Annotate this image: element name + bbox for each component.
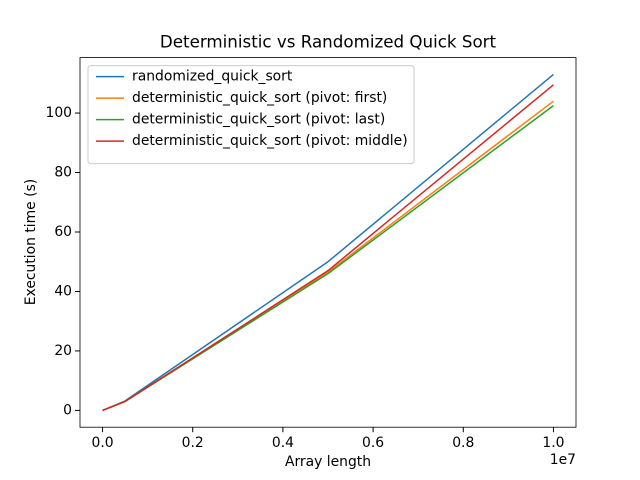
- x-tick-label: 0.6: [362, 435, 384, 451]
- y-tick-label: 20: [54, 343, 72, 359]
- legend-label: deterministic_quick_sort (pivot: last): [132, 112, 385, 128]
- legend-label: deterministic_quick_sort (pivot: first): [132, 90, 387, 106]
- x-tick-label: 0.0: [91, 435, 113, 451]
- x-offset-label: 1e7: [550, 452, 576, 468]
- y-tick-label: 60: [54, 224, 72, 240]
- legend-box: [87, 65, 415, 165]
- x-tick-label: 0.4: [272, 435, 294, 451]
- y-tick-label: 40: [54, 283, 72, 299]
- axes-frame: [79, 57, 577, 428]
- series-line: [102, 84, 554, 412]
- y-tick-label: 80: [54, 165, 72, 181]
- x-axis-label: Array length: [285, 454, 371, 470]
- y-tick-label: 0: [63, 402, 72, 418]
- x-tick-label: 0.8: [452, 435, 474, 451]
- legend-label: deterministic_quick_sort (pivot: middle): [132, 133, 408, 149]
- y-tick-label: 100: [45, 105, 72, 121]
- legend-label: randomized_quick_sort: [132, 69, 293, 85]
- x-tick-label: 0.2: [182, 435, 204, 451]
- x-tick-label: 1.0: [542, 435, 564, 451]
- y-axis-label: Execution time (s): [23, 179, 39, 305]
- chart-title: Deterministic vs Randomized Quick Sort: [160, 32, 497, 52]
